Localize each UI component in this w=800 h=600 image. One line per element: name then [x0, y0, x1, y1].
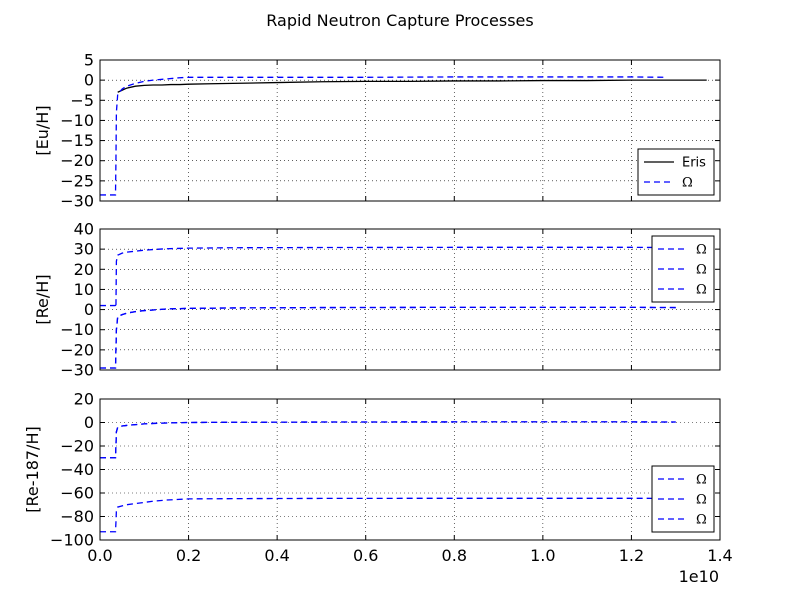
y-axis-label: [Re-187/H]	[23, 426, 42, 512]
panel-frame	[99, 59, 721, 202]
legend-label: Ω	[696, 283, 707, 298]
x-tick-label: 1.0	[530, 546, 555, 565]
x-tick-label: 0.2	[176, 546, 201, 565]
y-tick-label: −10	[60, 320, 94, 339]
series-line-3-1	[100, 421, 676, 459]
y-tick-label: 30	[74, 240, 94, 259]
x-tick-label: 1.2	[619, 546, 644, 565]
legend-label: Ω	[696, 513, 707, 528]
legend: ΩΩΩ	[651, 235, 715, 303]
y-tick-label: 20	[74, 390, 94, 409]
legend-label: Eris	[682, 156, 706, 171]
x-tick-label: 0.4	[264, 546, 289, 565]
y-tick-label: −40	[60, 460, 94, 479]
y-tick-label: −10	[60, 111, 94, 130]
chart-title: Rapid Neutron Capture Processes	[266, 11, 533, 30]
y-tick-label: −15	[60, 131, 94, 150]
legend: ΩΩΩ	[651, 465, 715, 533]
x-tick-label: 0.0	[87, 546, 112, 565]
series-line-1-2	[100, 76, 667, 196]
series-line-2-3	[100, 306, 676, 369]
y-tick-label: −80	[60, 507, 94, 526]
y-tick-label: −20	[60, 437, 94, 456]
panel-frame	[99, 398, 721, 541]
y-tick-label: 20	[74, 260, 94, 279]
x-tick-label: 0.8	[442, 546, 467, 565]
series-line-3-2	[100, 497, 676, 533]
x-tick-label: 1.4	[707, 546, 732, 565]
y-tick-label: 0	[84, 413, 94, 432]
y-tick-label: −20	[60, 151, 94, 170]
x-offset-label: 1e10	[679, 567, 719, 586]
legend: Eris Ω	[637, 148, 715, 196]
series-line-3-3	[100, 421, 676, 459]
y-tick-label: −30	[60, 192, 94, 211]
y-tick-label: −30	[60, 361, 94, 380]
legend-label: Ω	[682, 176, 693, 191]
y-tick-label: 40	[74, 220, 94, 239]
y-tick-label: −25	[60, 171, 94, 190]
y-tick-label: 10	[74, 280, 94, 299]
y-axis-label: [Re/H]	[33, 274, 52, 324]
series-line-1-1	[117, 79, 707, 93]
y-axis-label: [Eu/H]	[33, 105, 52, 155]
y-tick-label: −100	[50, 531, 94, 550]
panel-frame	[99, 228, 721, 371]
y-tick-label: 5	[84, 51, 94, 70]
y-tick-label: 0	[84, 71, 94, 90]
legend-box	[637, 148, 715, 196]
y-tick-label: −20	[60, 340, 94, 359]
panel-1: 50−5−10−15−20−25 −30 [Eu/H] Eris Ω	[33, 51, 721, 211]
legend-label: Ω	[696, 243, 707, 258]
y-tick-label: −60	[60, 484, 94, 503]
x-tick-label: 0.6	[353, 546, 378, 565]
legend-label: Ω	[696, 473, 707, 488]
series-line-2-2	[100, 306, 676, 369]
y-tick-label: −5	[70, 91, 94, 110]
panel-3: 200−20−40−60−80−100[Re-187/H] ΩΩΩ	[23, 390, 721, 550]
legend-label: Ω	[696, 493, 707, 508]
y-tick-label: 0	[84, 300, 94, 319]
legend-label: Ω	[696, 263, 707, 278]
series-line-2-1	[100, 246, 667, 308]
